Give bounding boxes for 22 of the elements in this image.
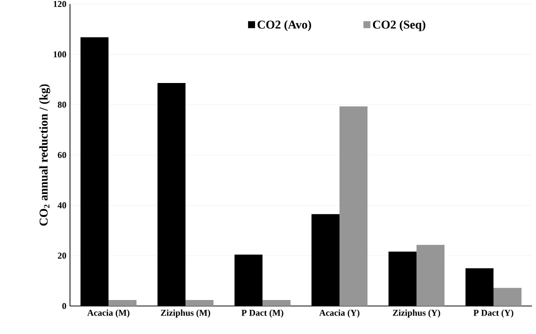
x-tick-label: Acacia (Y)	[319, 310, 360, 318]
legend-label: CO2 (Avo)	[258, 20, 312, 32]
y-tick-label: 120	[54, 0, 66, 8]
bar	[262, 300, 290, 306]
y-axis-title: CO$_{2}$ annual reduction / (kg)	[39, 84, 50, 226]
y-tick-label: 40	[58, 202, 66, 208]
y-tick-label: 60	[58, 152, 66, 158]
bar	[108, 300, 136, 306]
bar	[494, 288, 522, 306]
x-tick-label: P Dact (Y)	[473, 310, 514, 318]
x-tick-label: Acacia (M)	[87, 310, 130, 318]
legend-label: CO2 (Seq)	[372, 20, 426, 32]
bar	[186, 300, 214, 306]
bar	[340, 106, 368, 306]
x-tick-label: Ziziphus (Y)	[392, 310, 440, 318]
y-tick-label: 100	[54, 51, 66, 58]
bar	[416, 244, 444, 306]
y-tick-label: 20	[58, 252, 66, 259]
x-tick-label: P Dact (M)	[241, 310, 284, 318]
x-tick-label: Ziziphus (M)	[160, 310, 210, 318]
y-tick-label: 80	[58, 102, 66, 108]
y-tick-label: 0	[62, 302, 66, 310]
